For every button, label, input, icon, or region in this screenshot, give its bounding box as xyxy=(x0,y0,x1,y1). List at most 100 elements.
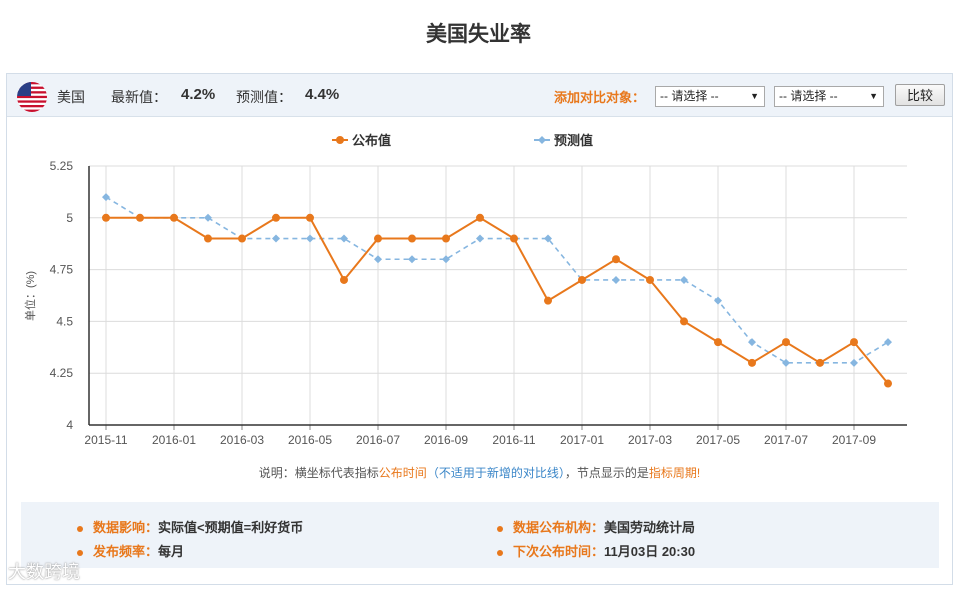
actual-point xyxy=(510,234,518,243)
info-frequency-key: 发布频率： xyxy=(93,544,159,559)
x-tick-label: 2016-01 xyxy=(152,433,196,447)
y-tick-label: 5 xyxy=(66,211,73,225)
actual-point xyxy=(238,234,246,243)
actual-point xyxy=(612,255,620,264)
chart-note: 说明：横坐标代表指标公布时间（不适用于新增的对比线），节点显示的是指标周期! xyxy=(7,464,952,481)
bullet-icon xyxy=(497,525,503,532)
info-agency: 数据公布机构：美国劳动统计局 xyxy=(497,517,695,536)
chart-legend: 公布值 预测值 xyxy=(332,133,593,148)
bullet-icon xyxy=(497,549,503,556)
forecast-point xyxy=(714,296,722,305)
forecast-point xyxy=(306,234,314,243)
y-tick-label: 5.25 xyxy=(50,159,74,173)
info-next-release: 下次公布时间：11月03日 20:30 xyxy=(497,541,695,560)
actual-point xyxy=(884,379,892,388)
indicator-panel: 美国 最新值： 4.2% 预测值： 4.4% 添加对比对象： -- 请选择 --… xyxy=(6,73,953,585)
forecast-point xyxy=(782,358,790,367)
x-tick-label: 2017-03 xyxy=(628,433,672,447)
info-frequency: 发布频率：每月 xyxy=(77,541,184,560)
compare-button[interactable]: 比较 xyxy=(895,84,945,106)
info-agency-value: 美国劳动统计局 xyxy=(604,520,696,535)
actual-point xyxy=(748,358,756,367)
forecast-point xyxy=(884,338,892,347)
page-title: 美国失业率 xyxy=(426,23,531,46)
info-impact-value: 实际值<预期值=利好货币 xyxy=(158,520,304,535)
forecast-point xyxy=(748,338,756,347)
forecast-label: 预测值： xyxy=(236,89,292,105)
x-tick-label: 2016-03 xyxy=(220,433,264,447)
x-tick-label: 2017-05 xyxy=(696,433,740,447)
compare-select-2[interactable]: -- 请选择 -- ▼ xyxy=(774,86,884,107)
info-next-release-value: 11月03日 20:30 xyxy=(604,544,696,559)
chart-grid xyxy=(89,165,907,426)
forecast-point xyxy=(476,234,484,243)
forecast-point xyxy=(204,213,212,222)
legend-marker xyxy=(336,136,344,144)
chart-axes: 4 4.25 4.5 4.75 5 5.25 2015-11 2016-01 2016-03 20… xyxy=(50,159,907,447)
actual-point xyxy=(782,338,790,347)
latest-value: 4.2% xyxy=(181,86,216,103)
x-tick-label: 2017-09 xyxy=(832,433,876,447)
actual-point xyxy=(204,234,212,243)
bullet-icon xyxy=(77,549,83,556)
forecast-point xyxy=(408,255,416,264)
dropdown-arrow-icon: ▼ xyxy=(750,91,759,101)
info-agency-key: 数据公布机构： xyxy=(513,520,605,535)
forecast-point xyxy=(102,193,110,202)
series-line-actual xyxy=(106,216,889,385)
compare-select-1[interactable]: -- 请选择 -- ▼ xyxy=(655,86,765,107)
compare-select-2-value: -- 请选择 -- xyxy=(779,89,838,103)
legend-label: 公布值 xyxy=(352,133,391,148)
y-tick-label: 4.75 xyxy=(50,263,74,277)
note-publish-time: 公布时间 xyxy=(378,466,427,480)
actual-point xyxy=(442,234,450,243)
info-frequency-value: 每月 xyxy=(158,544,185,559)
info-impact-key: 数据影响： xyxy=(93,520,159,535)
info-impact: 数据影响：实际值<预期值=利好货币 xyxy=(77,517,303,536)
actual-point xyxy=(680,317,688,326)
dropdown-arrow-icon: ▼ xyxy=(869,91,878,101)
actual-point xyxy=(102,213,110,222)
country-name: 美国 xyxy=(57,89,85,105)
actual-point xyxy=(272,213,280,222)
info-next-release-key: 下次公布时间： xyxy=(513,544,605,559)
forecast-point xyxy=(850,358,858,367)
legend-label: 预测值 xyxy=(554,133,593,148)
x-tick-label: 2015-11 xyxy=(84,433,127,447)
forecast-point xyxy=(272,234,280,243)
actual-point xyxy=(476,213,484,222)
y-tick-label: 4.25 xyxy=(50,366,74,380)
x-tick-label: 2016-07 xyxy=(356,433,400,447)
actual-point xyxy=(646,275,654,284)
actual-point xyxy=(544,296,552,305)
x-tick-label: 2016-11 xyxy=(492,433,535,447)
actual-point xyxy=(374,234,382,243)
actual-point xyxy=(850,338,858,347)
watermark: 大数跨境 xyxy=(8,562,80,582)
actual-point xyxy=(816,358,824,367)
bullet-icon xyxy=(77,525,83,532)
forecast-point xyxy=(544,234,552,243)
legend-marker xyxy=(538,136,546,144)
actual-point xyxy=(170,213,178,222)
x-tick-label: 2016-05 xyxy=(288,433,332,447)
actual-point xyxy=(714,338,722,347)
series-line-forecast xyxy=(105,196,889,364)
actual-point xyxy=(340,275,348,284)
note-suffix: ! xyxy=(696,466,701,480)
forecast-point xyxy=(442,255,450,264)
y-tick-label: 4 xyxy=(66,418,73,432)
x-tick-label: 2017-07 xyxy=(764,433,808,447)
actual-point xyxy=(578,275,586,284)
forecast-value: 4.4% xyxy=(305,86,340,103)
note-not-applicable: （不适用于新增的对比线） xyxy=(426,466,565,480)
chart-series xyxy=(102,193,892,388)
unemployment-chart: 4 4.25 4.5 4.75 5 5.25 2015-11 2016-01 2016-03 20… xyxy=(23,133,907,447)
note-prefix: 说明：横坐标代表指标 xyxy=(258,466,379,480)
y-axis-label: 单位：(%) xyxy=(23,271,37,321)
y-tick-label: 4.5 xyxy=(56,314,73,328)
actual-point xyxy=(136,213,144,222)
actual-point xyxy=(408,234,416,243)
compare-label: 添加对比对象： xyxy=(554,90,646,105)
note-middle: ，节点显示的是 xyxy=(564,466,649,480)
